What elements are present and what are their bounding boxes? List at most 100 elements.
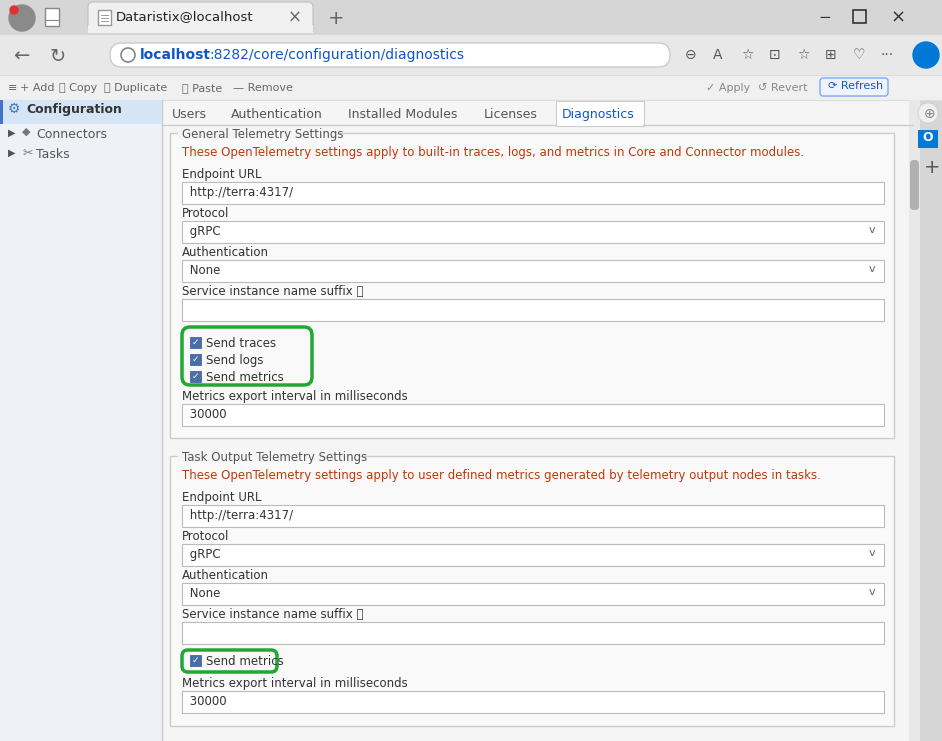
Bar (170, 456, 894, 726)
Text: :8282/core/configuration/diagnostics: :8282/core/configuration/diagnostics (209, 48, 464, 62)
Bar (918, 130, 938, 148)
Text: Configuration: Configuration (26, 103, 122, 116)
Text: ✓: ✓ (191, 656, 199, 665)
Text: ▶: ▶ (8, 128, 15, 138)
Bar (0, 75, 942, 100)
Bar (182, 544, 884, 566)
Text: ♡: ♡ (853, 48, 866, 62)
FancyBboxPatch shape (820, 78, 888, 96)
Text: Installed Modules: Installed Modules (348, 108, 457, 121)
Text: Endpoint URL: Endpoint URL (182, 168, 262, 181)
Circle shape (9, 5, 35, 31)
Text: ⊡: ⊡ (769, 48, 781, 62)
Text: ↺ Revert: ↺ Revert (758, 83, 807, 93)
Bar (0, 100, 3, 124)
Bar (0, 100, 162, 741)
Text: ⓒ Copy: ⓒ Copy (59, 83, 97, 93)
Bar (190, 371, 201, 382)
Bar (182, 260, 884, 282)
Circle shape (913, 42, 939, 68)
Bar (182, 221, 884, 243)
Text: ⟳ Refresh: ⟳ Refresh (828, 81, 884, 91)
Bar (98, 10, 111, 25)
Text: ⊕: ⊕ (924, 107, 935, 121)
Bar (853, 10, 866, 23)
Text: Metrics export interval in milliseconds: Metrics export interval in milliseconds (182, 390, 408, 403)
FancyBboxPatch shape (88, 2, 313, 32)
Text: 30000: 30000 (186, 408, 227, 421)
Text: ⓓ Duplicate: ⓓ Duplicate (104, 83, 168, 93)
Text: None: None (186, 264, 220, 277)
Text: ⚙: ⚙ (8, 102, 21, 116)
Bar (182, 505, 884, 527)
Text: Authentication: Authentication (231, 108, 322, 121)
Bar (178, 127, 337, 139)
Text: ☆: ☆ (741, 48, 754, 62)
Text: http://terra:4317/: http://terra:4317/ (186, 509, 293, 522)
Text: ⊞: ⊞ (825, 48, 836, 62)
Text: Send metrics: Send metrics (206, 371, 284, 384)
FancyBboxPatch shape (110, 43, 670, 67)
Text: Connectors: Connectors (36, 128, 107, 141)
Text: Endpoint URL: Endpoint URL (182, 491, 262, 504)
Circle shape (918, 103, 938, 123)
Text: localhost: localhost (140, 48, 211, 62)
Bar (182, 182, 884, 204)
Bar (178, 450, 360, 462)
Bar (182, 622, 884, 644)
Text: ✓: ✓ (191, 372, 199, 381)
Text: Send metrics: Send metrics (206, 655, 284, 668)
Text: −: − (818, 10, 831, 25)
Text: gRPC: gRPC (186, 225, 220, 238)
Text: Send traces: Send traces (206, 337, 276, 350)
FancyBboxPatch shape (910, 160, 919, 210)
Text: ▶: ▶ (8, 148, 15, 158)
Bar (190, 337, 201, 348)
Text: +: + (328, 9, 345, 28)
Text: ✂: ✂ (22, 147, 33, 160)
Text: These OpenTelemetry settings apply to built-in traces, logs, and metrics in Core: These OpenTelemetry settings apply to bu… (182, 146, 804, 159)
Text: O: O (922, 131, 933, 144)
Text: +: + (924, 158, 940, 177)
Bar (182, 404, 884, 426)
Text: A: A (713, 48, 723, 62)
Bar (88, 25, 313, 33)
Text: ×: × (288, 9, 301, 27)
Text: ◆: ◆ (22, 127, 30, 137)
Bar (0, 0, 942, 35)
Text: http://terra:4317/: http://terra:4317/ (186, 186, 293, 199)
Text: Protocol: Protocol (182, 530, 229, 543)
Text: These OpenTelemetry settings apply to user defined metrics generated by telemetr: These OpenTelemetry settings apply to us… (182, 469, 820, 482)
Text: ↻: ↻ (50, 47, 66, 66)
Text: Authentication: Authentication (182, 569, 269, 582)
Bar (0, 100, 162, 124)
Bar (170, 133, 894, 438)
Text: v: v (869, 264, 876, 274)
Text: Service instance name suffix ⓘ: Service instance name suffix ⓘ (182, 285, 364, 298)
Text: — Remove: — Remove (233, 83, 293, 93)
Text: ≡: ≡ (8, 83, 17, 93)
Text: Authentication: Authentication (182, 246, 269, 259)
Text: Task Output Telemetry Settings: Task Output Telemetry Settings (182, 451, 367, 464)
Text: Service instance name suffix ⓘ: Service instance name suffix ⓘ (182, 608, 364, 621)
Bar (190, 655, 201, 666)
Text: Send logs: Send logs (206, 354, 264, 367)
Bar (909, 100, 920, 741)
Text: ···: ··· (881, 48, 894, 62)
Bar (182, 583, 884, 605)
Text: v: v (869, 587, 876, 597)
Text: Diagnostics: Diagnostics (562, 108, 635, 121)
Text: ✓: ✓ (191, 355, 199, 364)
Text: 30000: 30000 (186, 695, 227, 708)
Text: Users: Users (172, 108, 207, 121)
Bar (190, 354, 201, 365)
Text: ✓ Apply: ✓ Apply (706, 83, 750, 93)
Bar (182, 691, 884, 713)
Text: ←: ← (13, 47, 29, 66)
Text: v: v (869, 548, 876, 558)
Text: None: None (186, 587, 220, 600)
Text: ⊖: ⊖ (685, 48, 697, 62)
Bar (162, 100, 912, 741)
Text: Tasks: Tasks (36, 148, 70, 161)
Bar (557, 123, 642, 126)
